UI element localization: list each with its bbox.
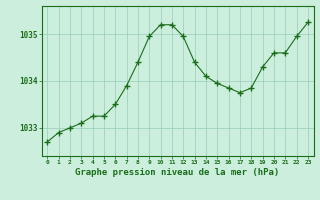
X-axis label: Graphe pression niveau de la mer (hPa): Graphe pression niveau de la mer (hPa) — [76, 168, 280, 177]
